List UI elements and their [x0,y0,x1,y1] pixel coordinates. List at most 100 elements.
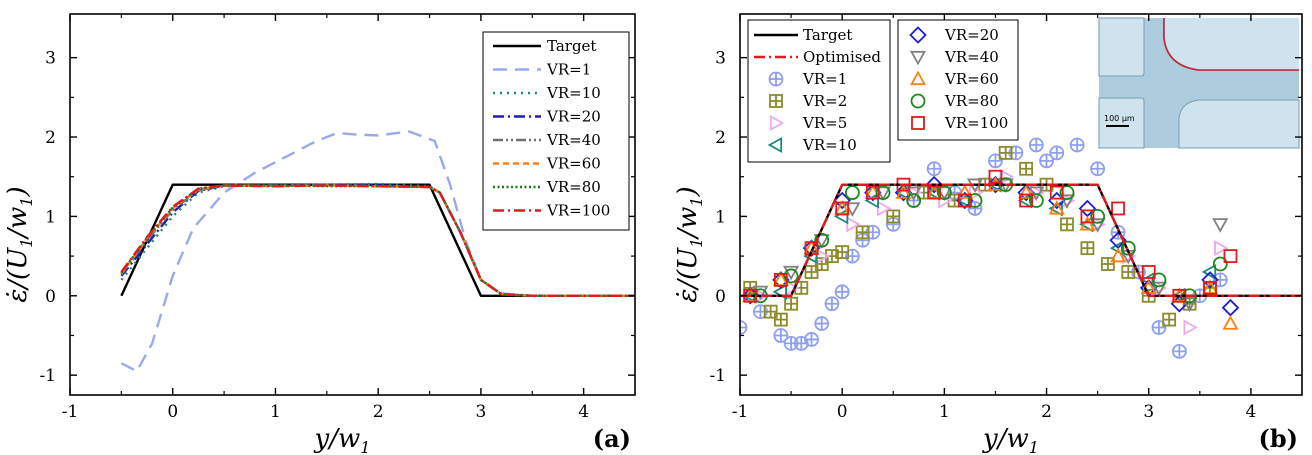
data-point [814,316,830,331]
data-point [1018,184,1035,199]
data-point [802,239,821,257]
marker-cross [805,332,819,346]
marker-cross [1070,138,1084,152]
legend-label: VR=80 [944,92,999,110]
data-point [1181,297,1198,313]
marker-cross [769,72,783,86]
data-point [905,186,922,201]
data-point [1030,184,1045,201]
marker-cross [927,162,941,176]
data-point [835,245,850,260]
data-point [865,185,880,200]
data-point [886,209,901,224]
data-point [784,296,798,311]
data-point [1203,280,1217,295]
x-tick-label: 3 [1143,402,1154,422]
legend-box [482,31,630,231]
legend-label: VR=2 [802,92,847,110]
legend-box-2 [897,19,1019,141]
data-point [875,186,892,201]
data-point [1212,218,1229,233]
marker-cross [805,265,818,278]
data-point [834,284,850,300]
legend: Target Optimised VR=1 VR=2 VR=5 VR=10 VR=20 VR=… [747,19,1019,163]
legend-marker [909,50,927,66]
data-point [1019,193,1034,208]
x-axis-label: y/w1 [314,424,371,455]
legend-marker [909,70,927,86]
marker-cross [1029,138,1043,152]
data-point [855,225,870,240]
data-point [936,185,952,200]
y-tick-label: 1 [45,207,56,227]
data-point [925,175,943,194]
data-point [1069,137,1085,153]
data-point [936,186,953,201]
legend-label: Optimised [803,48,881,66]
data-point [1048,200,1063,217]
marker-cross [1081,242,1094,255]
marker-cross [1172,344,1186,358]
data-point [752,285,769,301]
data-point [1058,194,1076,209]
series-line-vr-100 [120,184,635,297]
data-point [1121,265,1136,279]
legend-box-1 [747,19,891,163]
legend: Target VR=1 VR=10 VR=20 VR=40 VR=60 VR=80 VR=10… [482,31,630,231]
data-point [1078,199,1097,218]
x-tick-label: 2 [1041,402,1052,422]
legend-label: VR=1 [802,70,847,88]
data-point [804,332,819,347]
data-point [835,201,850,216]
panel-label: (b) [1259,424,1299,453]
y-tick-label: -1 [709,366,726,386]
marker-cross [764,305,777,318]
data-point [895,184,910,201]
y-axis-label-sub: 1 [687,238,706,248]
data-point [1059,185,1075,200]
data-point [1080,241,1095,256]
data-point [895,184,912,199]
data-point [1060,217,1074,232]
data-point [1222,315,1239,330]
x-axis-label-sub: 1 [360,438,370,455]
data-point [1089,218,1106,233]
legend-label: VR=100 [944,114,1008,132]
data-point [957,193,972,208]
data-point [1212,256,1228,272]
data-point [1100,257,1115,271]
data-point [1039,153,1054,169]
y-axis-label-part: ε̇/(U [673,247,703,303]
x-tick-label: -1 [732,402,749,422]
data-point [967,193,983,208]
data-point [998,146,1013,160]
data-point [1221,298,1240,317]
y-tick-label: 3 [45,49,56,69]
marker-cross [770,95,782,107]
data-point [1079,216,1094,233]
x-tick-label: 2 [373,402,384,422]
marker-cross [856,226,869,239]
marker-cross [740,321,747,335]
marker-cross [999,146,1012,159]
panel-b: 100 µm-1 0 1 2 3 4-10123y/w1ε̇/(U1/w1)(b)Targ… [673,13,1303,455]
x-axis-label-main: y/w [314,424,361,454]
data-point [1212,272,1228,288]
y-axis-label-part: ) [673,186,703,197]
data-point [773,312,788,327]
y-axis-label: ε̇/(U1/w1) [673,186,706,302]
inset-micrograph: 100 µm [1098,17,1300,149]
data-point [1141,265,1156,279]
x-tick-label: 4 [578,402,589,422]
legend-marker [909,26,927,44]
y-axis-label-part: /w [673,207,703,241]
y-tick-label: 2 [45,128,56,148]
marker-cross [1152,321,1166,335]
marker-cross [1213,273,1227,287]
y-tick-label: 1 [715,207,726,227]
data-point [804,265,819,279]
data-point [845,185,860,200]
marker-cross [836,246,849,259]
x-tick-label: 3 [475,402,486,422]
